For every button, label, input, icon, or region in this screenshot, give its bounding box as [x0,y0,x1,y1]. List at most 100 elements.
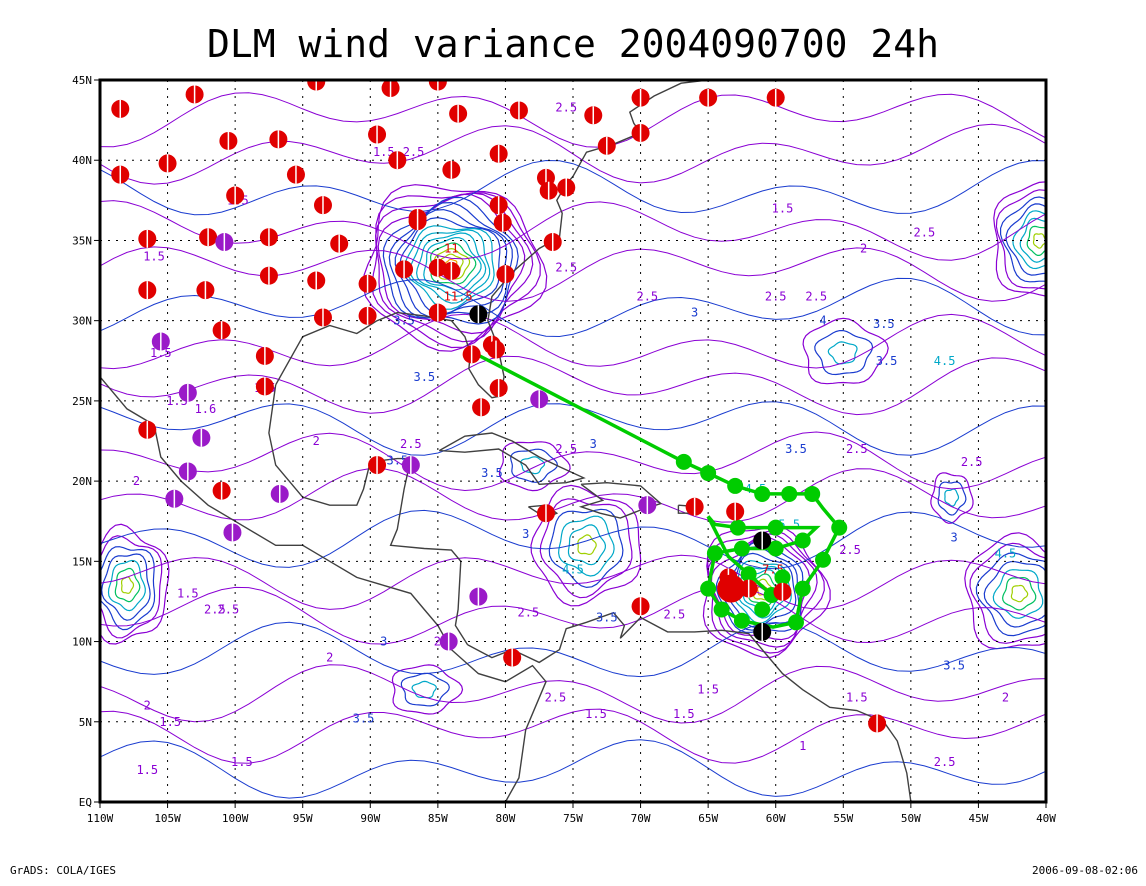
contour-label: 2.5 [545,691,567,705]
y-tick-label: 15N [72,555,92,568]
observation-station-layer [111,80,887,733]
coastline [268,384,469,646]
track-point [804,485,821,502]
contour-line [100,535,163,639]
track-point [733,612,750,629]
contour-line [975,552,1046,637]
contour-line [539,498,633,599]
contour-label: 1.5 [585,707,607,721]
track-point [831,519,848,536]
contour-line [100,739,1046,799]
contour-line [530,484,642,607]
contour-line [964,532,1046,650]
contour-line [510,448,559,483]
contour-label: 3 [691,306,698,320]
track-point [781,485,798,502]
contour-line [100,200,1046,261]
contour-line [548,508,624,589]
contour-label: 2.5 [636,290,658,304]
contour-label: 3 [590,437,597,451]
contour-label: 1.5 [846,691,868,705]
contour-line [100,523,170,645]
contour-label: 1 [799,739,806,753]
axis-tick-layer: 110W 105W 100W 95W 90W 85W 80W 75W 70W 65W 60W 55W 5… [72,74,1056,825]
contour-line [391,664,464,715]
track-point [767,540,784,557]
contour-line [100,431,1046,492]
y-tick-label: 45N [72,74,92,87]
contour-label: 2 [144,699,151,713]
contour-line [100,246,1046,302]
contour-line [114,567,141,603]
contour-line [944,488,960,507]
contour-label: 1.5 [136,763,158,777]
track-point [774,569,791,586]
track-point [754,485,771,502]
contour-line [100,585,1046,645]
grid-layer [100,80,1046,802]
contour-line [1010,584,1029,603]
contour-line [802,317,889,385]
coastline [578,481,663,519]
contour-line [1005,203,1046,276]
contour-label: 2.5 [805,290,827,304]
x-tick-label: 65W [698,812,718,825]
contour-line [121,576,135,594]
contour-line [995,189,1046,290]
track-point [794,532,811,549]
contour-label: 1.5 [177,586,199,600]
contour-label: 2 [133,474,140,488]
chart-title: DLM wind variance 2004090700 24h [206,22,940,66]
track-point [740,566,757,583]
contour-line [969,542,1046,644]
contour-label: 3.5 [413,370,435,384]
contour-line [400,672,450,707]
y-tick-label: 25N [72,395,92,408]
track-point [706,545,723,562]
contour-label: 4.5 [562,562,584,576]
contour-line [557,515,615,577]
track-point [729,519,746,536]
y-tick-label: 5N [79,716,92,729]
contour-label: 2.5 [555,442,577,456]
contour-line [100,554,1046,610]
contour-label: 2.5 [518,606,540,620]
x-tick-label: 80W [495,812,515,825]
x-tick-label: 60W [766,812,786,825]
x-tick-label: 110W [87,812,114,825]
contour-label: 1.5 [697,683,719,697]
track-point [754,601,771,618]
contour-line [930,472,974,524]
contour-label: 1.5 [673,707,695,721]
y-tick-label: 35N [72,234,92,247]
contour-line [411,680,437,699]
contour-line [100,277,1046,338]
contour-line [100,509,1046,570]
contour-label: 2.5 [664,607,686,621]
track-point [700,465,717,482]
contour-line [937,481,967,516]
x-tick-label: 50W [901,812,921,825]
contour-line [983,561,1046,628]
contour-label: 2.5 [555,261,577,275]
contour-line [827,341,858,365]
storm-center-marker [717,574,746,603]
y-tick-label: 40N [72,154,92,167]
contour-label: 11.5 [444,290,473,304]
contour-label: 2.5 [218,602,240,616]
contour-line [1032,233,1046,249]
x-tick-label: 100W [222,812,249,825]
storm-track-layer [478,354,848,631]
contour-line [100,467,1046,523]
x-tick-label: 85W [428,812,448,825]
contour-line [100,92,1046,148]
contour-label: 2 [860,241,867,255]
contour-label: 2.5 [204,602,226,616]
track-point [675,453,692,470]
contour-label: 2.5 [839,543,861,557]
footer-timestamp: 2006-09-08-02:06 [1032,864,1138,877]
x-tick-label: 75W [563,812,583,825]
x-tick-label: 95W [293,812,313,825]
coastline [438,432,586,486]
coastline [100,376,547,802]
